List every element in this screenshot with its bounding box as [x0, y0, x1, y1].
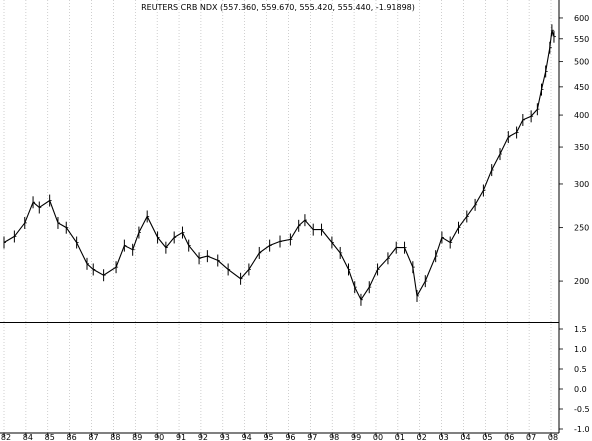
y-tick-label: 600: [574, 14, 589, 23]
x-tick-label: 85: [45, 433, 55, 441]
x-tick-label: 01: [395, 433, 405, 441]
x-tick-label: 03: [439, 433, 449, 441]
sub-y-tick-label: 1.5: [574, 325, 587, 334]
price-series-line: [3, 30, 555, 301]
x-tick-label: 92: [198, 433, 208, 441]
x-tick-label: 88: [110, 433, 120, 441]
x-tick-label: 91: [176, 433, 186, 441]
sub-y-tick-label: 0.0: [574, 385, 587, 394]
x-tick-label: 02: [417, 433, 427, 441]
price-bars: [3, 24, 556, 306]
x-tick-label: 96: [285, 433, 295, 441]
x-tick-label: 06: [504, 433, 514, 441]
sub-y-tick-label: -1.0: [574, 425, 590, 434]
x-tick-label: 97: [307, 433, 317, 441]
sub-y-tick-label: 0.5: [574, 365, 587, 374]
x-tick-label: 89: [132, 433, 142, 441]
x-tick-label: 98: [329, 433, 339, 441]
y-tick-label: 400: [574, 111, 589, 120]
x-tick-label: 05: [482, 433, 492, 441]
grid-lines: [3, 0, 552, 433]
x-tick-label: 07: [526, 433, 536, 441]
chart-title: REUTERS CRB NDX (557.360, 559.670, 555.4…: [141, 3, 415, 12]
y-tick-label: 350: [574, 143, 589, 152]
x-tick-labels: 82 84 85 86 87 88 89 90 91 92 93 94 95 96 97 98 99 00 01 02…: [1, 433, 558, 441]
y-tick-label: 450: [574, 83, 589, 92]
sub-y-tick-label: 1.0: [574, 345, 587, 354]
x-tick-label: 86: [67, 433, 77, 441]
y-tick-label: 550: [574, 35, 589, 44]
x-tick-label: 99: [351, 433, 361, 441]
sub-y-tick-label: -0.5: [574, 405, 590, 414]
x-tick-label: 04: [460, 433, 470, 441]
y-tick-label: 200: [574, 277, 589, 286]
x-tick-label: 94: [242, 433, 252, 441]
y-tick-label: 250: [574, 224, 589, 233]
x-tick-label: 95: [263, 433, 273, 441]
x-tick-label: 84: [23, 433, 33, 441]
y-tick-labels: 600 550 500 450 400 350 300 250 200 1.5 1.0 0.5 0.0 -…: [559, 14, 590, 434]
y-tick-label: 500: [574, 58, 589, 67]
x-tick-label: 90: [154, 433, 164, 441]
x-tick-label: 08: [548, 433, 558, 441]
y-tick-label: 300: [574, 180, 589, 189]
x-tick-label: 93: [220, 433, 230, 441]
x-tick-label: 00: [373, 433, 383, 441]
x-tick-label: 87: [88, 433, 98, 441]
x-tick-label: 82: [1, 433, 11, 441]
axes: [0, 0, 560, 434]
